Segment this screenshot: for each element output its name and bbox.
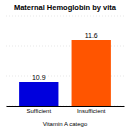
grid [6, 16, 124, 106]
x-tick-label: Sufficient [26, 108, 51, 114]
chart-title: Maternal Hemoglobin by vita [14, 3, 117, 12]
data-label: 11.6 [85, 32, 98, 39]
bar [72, 40, 111, 106]
x-axis-title: Vitamin A catego [43, 121, 88, 127]
bars [19, 40, 111, 106]
x-tick-label: Insufficient [77, 108, 106, 114]
chart-container: 10.9 11.6 Sufficient Insufficient Vitamin A … [0, 0, 130, 130]
data-labels: 10.9 11.6 [32, 32, 98, 81]
x-axis-line [7, 106, 125, 107]
x-tick: Insufficient [77, 108, 106, 114]
chart-svg: 10.9 11.6 Sufficient Insufficient Vitamin A … [0, 0, 130, 130]
x-axis: Sufficient Insufficient [7, 107, 125, 115]
x-tick: Sufficient [26, 108, 51, 114]
grid-line [6, 16, 124, 17]
data-label: 10.9 [32, 74, 46, 81]
bar [19, 82, 58, 106]
